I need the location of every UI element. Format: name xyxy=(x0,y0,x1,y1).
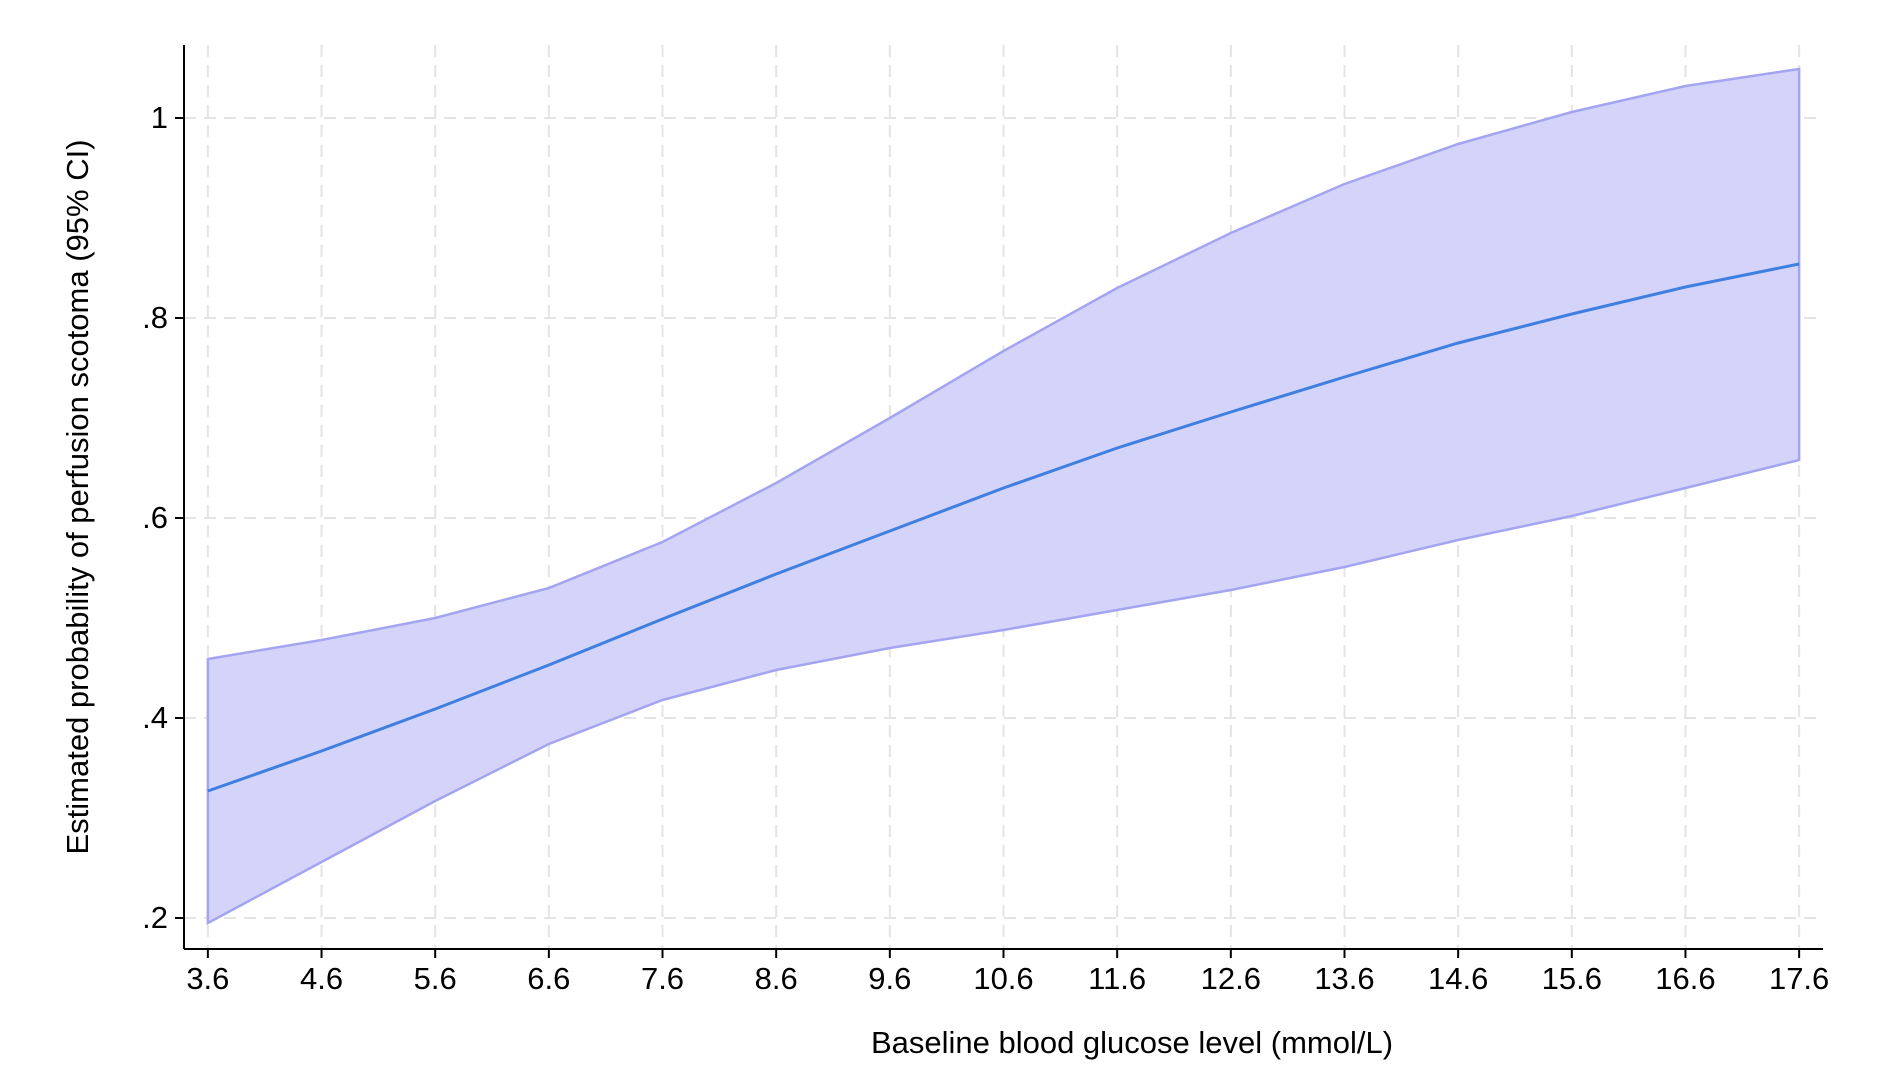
x-tick-label: 11.6 xyxy=(1088,961,1146,996)
x-tick-label: 17.6 xyxy=(1769,961,1829,996)
ci-band xyxy=(206,67,1801,926)
x-tick-label: 3.6 xyxy=(186,961,229,996)
x-tick-label: 13.6 xyxy=(1314,961,1374,996)
x-tick-label: 7.6 xyxy=(641,961,684,996)
estimate-line xyxy=(207,262,1800,793)
x-tick-label: 5.6 xyxy=(414,961,457,996)
y-tick-label: .6 xyxy=(142,500,168,535)
x-tick-label: 16.6 xyxy=(1655,961,1715,996)
x-axis-label: Baseline blood glucose level (mmol/L) xyxy=(871,1025,1393,1060)
x-tick-label: 15.6 xyxy=(1542,961,1602,996)
x-tick-label: 12.6 xyxy=(1201,961,1261,996)
y-axis-label: Estimated probability of perfusion scoto… xyxy=(60,139,95,854)
x-tick-label: 10.6 xyxy=(973,961,1033,996)
y-tick-label: 1 xyxy=(151,100,168,135)
x-tick-label: 14.6 xyxy=(1428,961,1488,996)
x-tick-label: 8.6 xyxy=(755,961,798,996)
x-tick-label: 6.6 xyxy=(527,961,570,996)
y-tick-label: .2 xyxy=(142,900,168,935)
x-tick-label: 9.6 xyxy=(868,961,911,996)
x-tick-label: 4.6 xyxy=(300,961,343,996)
y-tick-label: .8 xyxy=(142,300,168,335)
y-tick-label: .4 xyxy=(142,700,168,735)
